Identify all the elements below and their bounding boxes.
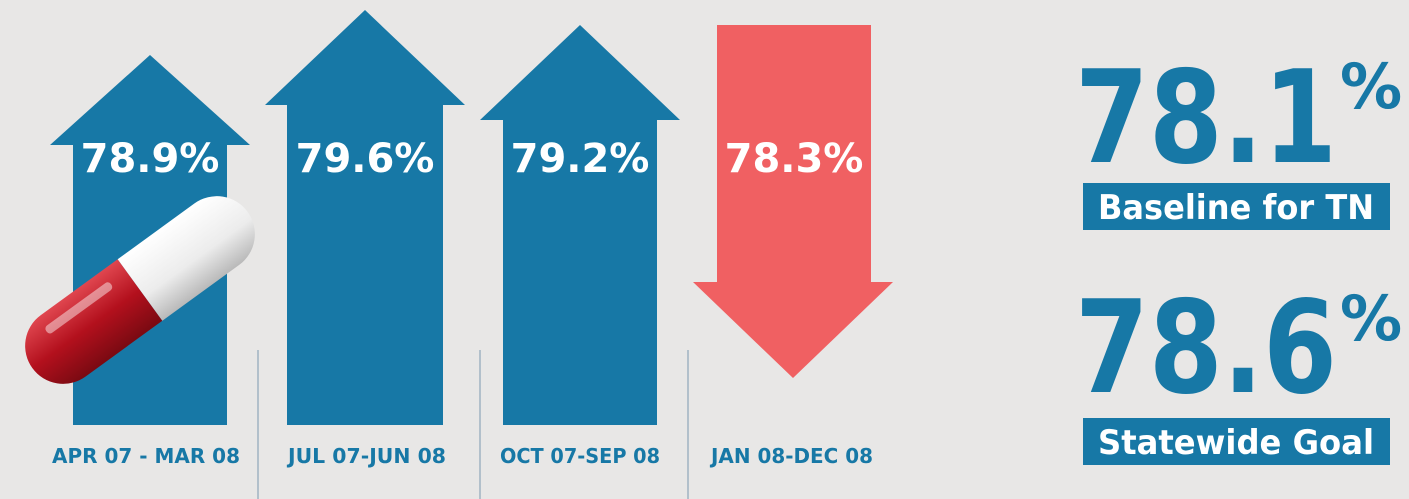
period-label: OCT 07-SEP 08 [500,444,660,468]
stat-number: 78.6 [1075,274,1337,423]
period-label: JAN 08-DEC 08 [709,444,873,468]
period-label: APR 07 - MAR 08 [52,444,240,468]
period-value: 78.9% [81,136,220,182]
stat-number: 78.1 [1075,44,1337,193]
up-arrow [480,25,680,425]
down-arrow [693,25,893,378]
period-value: 78.3% [725,136,864,182]
stat-caption: Baseline for TN [1098,188,1374,228]
infographic: 78.9% 79.6% 79.2% 78.3% APR 07 - MAR 08 … [0,0,1409,499]
stat-caption: Statewide Goal [1098,423,1374,463]
period-value: 79.6% [296,136,435,182]
up-arrow [265,10,465,425]
period-label: JUL 07-JUN 08 [286,444,446,468]
period-value: 79.2% [511,136,650,182]
stat-unit: % [1340,50,1402,123]
page: 78.9% 79.6% 79.2% 78.3% APR 07 - MAR 08 … [0,0,1409,499]
stat-unit: % [1340,282,1402,355]
